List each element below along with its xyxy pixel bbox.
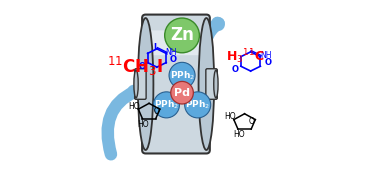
Text: HO: HO — [224, 112, 236, 121]
FancyBboxPatch shape — [142, 15, 210, 153]
Text: O: O — [153, 107, 160, 116]
Text: PPh$_2$: PPh$_2$ — [185, 99, 210, 111]
Circle shape — [171, 81, 193, 104]
Text: Pd: Pd — [174, 88, 190, 98]
Ellipse shape — [198, 18, 214, 150]
Ellipse shape — [214, 70, 218, 98]
Text: O: O — [139, 62, 146, 71]
Circle shape — [153, 92, 180, 118]
Text: $^{11}$CH$_3$I: $^{11}$CH$_3$I — [107, 55, 163, 78]
FancyBboxPatch shape — [206, 69, 217, 99]
Text: PPh$_2$: PPh$_2$ — [169, 69, 195, 82]
Text: O: O — [170, 55, 177, 64]
Ellipse shape — [134, 70, 138, 98]
Text: HO: HO — [129, 102, 140, 111]
FancyBboxPatch shape — [146, 30, 206, 55]
Text: NH: NH — [165, 48, 177, 57]
FancyBboxPatch shape — [135, 69, 146, 99]
Text: O: O — [232, 65, 239, 74]
Circle shape — [165, 18, 200, 53]
Text: Zn: Zn — [170, 26, 194, 44]
Circle shape — [169, 62, 195, 88]
Text: I: I — [153, 43, 156, 52]
Circle shape — [185, 92, 211, 118]
Text: HO: HO — [138, 120, 149, 129]
Text: O: O — [249, 117, 255, 126]
Text: HO: HO — [233, 130, 245, 139]
Ellipse shape — [138, 18, 153, 150]
Text: O: O — [264, 58, 271, 67]
Text: NH: NH — [260, 51, 272, 60]
Text: H$_3$$^{11}$C: H$_3$$^{11}$C — [226, 47, 265, 66]
Text: PPh$_2$: PPh$_2$ — [154, 99, 179, 111]
